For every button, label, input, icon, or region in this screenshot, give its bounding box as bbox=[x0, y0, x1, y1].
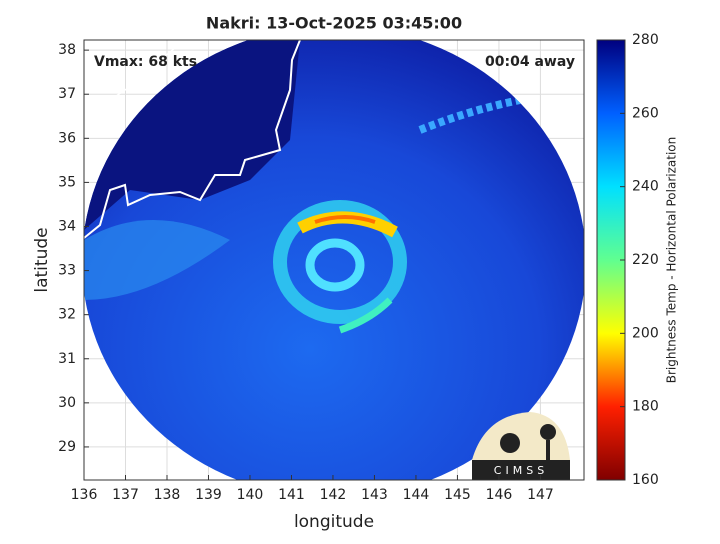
y-tick-label: 30 bbox=[58, 395, 76, 411]
y-tick-label: 31 bbox=[58, 351, 76, 367]
x-tick-label: 136 bbox=[71, 487, 98, 503]
satellite-image: CIMSS bbox=[84, 40, 584, 480]
y-tick-label: 34 bbox=[58, 218, 76, 234]
annotation: Vmax: 68 kts bbox=[94, 54, 197, 70]
y-tick-label: 29 bbox=[58, 439, 76, 455]
x-tick-label: 138 bbox=[154, 487, 181, 503]
colorbar-tick-label: 240 bbox=[632, 179, 659, 195]
chart-title: Nakri: 13-Oct-2025 03:45:00 bbox=[206, 14, 462, 33]
y-tick-label: 32 bbox=[58, 307, 76, 323]
y-tick-label: 35 bbox=[58, 174, 76, 190]
colorbar-tick-label: 280 bbox=[632, 32, 659, 48]
x-tick-label: 145 bbox=[444, 487, 471, 503]
colorbar-tick-label: 200 bbox=[632, 325, 659, 341]
x-tick-label: 147 bbox=[527, 487, 554, 503]
x-tick-label: 146 bbox=[486, 487, 513, 503]
colorbar-tick-label: 180 bbox=[632, 399, 659, 415]
x-tick-label: 140 bbox=[237, 487, 264, 503]
colorbar-tick-label: 220 bbox=[632, 252, 659, 268]
logo: CIMSS bbox=[472, 412, 570, 480]
x-tick-label: 137 bbox=[112, 487, 139, 503]
annotation: 00:04 away bbox=[485, 54, 575, 70]
x-tick-label: 142 bbox=[320, 487, 347, 503]
colorbar-tick-label: 260 bbox=[632, 105, 659, 121]
colorbar-label: Brightness Temp - Horizontal Polarizatio… bbox=[665, 137, 679, 384]
y-tick-label: 36 bbox=[58, 130, 76, 146]
x-tick-label: 139 bbox=[195, 487, 222, 503]
x-axis-label: longitude bbox=[294, 512, 374, 532]
y-tick-label: 33 bbox=[58, 263, 76, 279]
y-tick-label: 38 bbox=[58, 42, 76, 58]
x-tick-label: 141 bbox=[278, 487, 305, 503]
y-axis-label: latitude bbox=[32, 227, 52, 292]
plot-frame bbox=[83, 39, 585, 481]
colorbar-tick-label: 160 bbox=[632, 472, 659, 488]
x-tick-label: 144 bbox=[403, 487, 430, 503]
x-tick-label: 143 bbox=[361, 487, 388, 503]
logo-text: CIMSS bbox=[494, 464, 548, 477]
y-tick-label: 37 bbox=[58, 86, 76, 102]
